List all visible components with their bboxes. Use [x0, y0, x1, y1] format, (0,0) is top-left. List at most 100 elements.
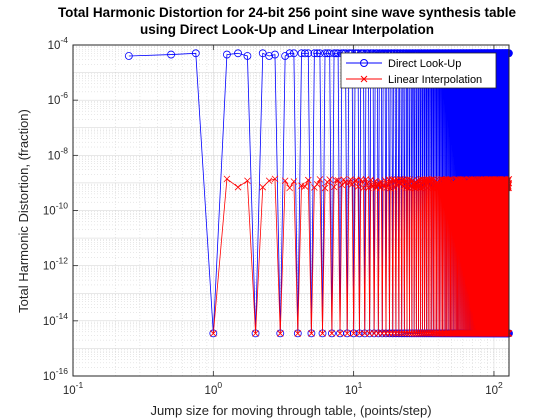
data-point [258, 49, 267, 58]
data-point [350, 330, 357, 337]
legend-marker-direct-look-up [360, 59, 368, 67]
y-tick-label: 10-6 [48, 90, 69, 107]
data-point [347, 176, 354, 183]
data-point [223, 175, 231, 183]
data-point [403, 184, 410, 192]
data-point [285, 49, 294, 58]
data-point [271, 50, 279, 59]
data-point [210, 330, 217, 337]
data-point [326, 176, 333, 183]
y-tick-label: 10-10 [43, 201, 68, 218]
data-point [343, 330, 351, 337]
data-point [361, 330, 369, 337]
data-point [286, 184, 293, 192]
data-point [336, 330, 344, 337]
data-point [414, 177, 422, 184]
data-point [392, 330, 400, 337]
x-tick-label-base: 10 [205, 385, 218, 397]
y-tick-label-exponent: -16 [56, 366, 69, 376]
data-point [431, 330, 439, 337]
data-point [276, 330, 284, 337]
data-point [374, 180, 381, 188]
data-point [354, 183, 362, 190]
data-point [234, 49, 242, 58]
data-point [259, 183, 267, 191]
data-point [316, 49, 324, 58]
x-tick-label-exponent: -1 [76, 380, 84, 390]
y-tick-label-exponent: -6 [60, 90, 68, 100]
y-tick-label-base: 10 [43, 261, 56, 273]
data-point [265, 177, 273, 185]
data-point [332, 177, 340, 184]
data-point [345, 179, 353, 186]
data-point [223, 50, 231, 59]
data-point [398, 330, 405, 337]
data-point [271, 175, 279, 183]
x-tick-label: 101 [345, 380, 363, 397]
data-point [294, 330, 302, 337]
x-tick-label-base: 10 [345, 385, 358, 397]
data-point [252, 330, 259, 337]
data-point [308, 330, 315, 337]
chart-title-line1: Total Harmonic Distortion for 24-bit 256… [58, 5, 517, 20]
y-tick-label: 10-16 [43, 366, 68, 383]
data-point [321, 184, 329, 192]
data-point [243, 52, 252, 60]
data-point [313, 180, 321, 188]
data-point [369, 182, 377, 190]
x-tick-label: 10-1 [63, 380, 84, 397]
data-point [332, 49, 341, 58]
data-point [304, 176, 312, 184]
data-point [371, 177, 379, 185]
data-point [289, 49, 298, 58]
data-point [406, 330, 413, 337]
data-point [265, 52, 274, 60]
y-tick-label-base: 10 [48, 95, 61, 107]
data-point [380, 183, 388, 191]
data-point [428, 330, 435, 337]
x-tick-labels: 10-1 100 101 102 [63, 380, 503, 397]
data-point [244, 177, 251, 185]
y-tick-label-exponent: -4 [60, 35, 68, 45]
data-point [338, 181, 346, 189]
data-point [417, 184, 425, 192]
data-point [430, 330, 437, 337]
axes-box [72, 44, 510, 377]
data-point [316, 176, 324, 183]
data-point [368, 182, 376, 190]
data-point [313, 49, 322, 58]
data-point [412, 184, 419, 192]
data-point [301, 183, 309, 190]
data-point [304, 49, 313, 58]
data-point [281, 52, 290, 60]
y-tick-label: 10-14 [43, 311, 68, 328]
x-tick-label-exponent: 0 [217, 380, 222, 390]
legend-label-direct-look-up: Direct Look-Up [388, 58, 461, 70]
data-point [365, 184, 372, 192]
y-tick-label-base: 10 [43, 316, 56, 328]
x-tick-label: 100 [205, 380, 223, 397]
legend-marker-linear-interpolation [360, 75, 368, 83]
x-axis-label: Jump size for moving through table, (poi… [150, 403, 431, 418]
data-point [301, 49, 309, 58]
data-point [334, 177, 342, 184]
data-point [504, 182, 512, 189]
y-tick-label-base: 10 [48, 40, 61, 52]
data-point [328, 330, 336, 337]
data-point [394, 176, 401, 183]
x-tick-label: 102 [485, 380, 503, 397]
legend[interactable]: Direct Look-Up Linear Interpolation [340, 52, 497, 89]
y-tick-label-exponent: -8 [60, 145, 68, 155]
data-point [325, 49, 334, 58]
data-point [356, 330, 363, 337]
data-point [319, 330, 326, 337]
y-tick-label-exponent: -12 [56, 256, 69, 266]
legend-box [340, 52, 497, 89]
data-point [310, 49, 319, 58]
y-tick-label-exponent: -14 [56, 311, 69, 321]
legend-entry-direct-look-up: Direct Look-Up [346, 58, 461, 70]
y-tick-label: 10-12 [43, 256, 68, 273]
y-axis-label: Total Harmonic Distortion, (fraction) [16, 109, 31, 313]
data-point [389, 330, 397, 337]
